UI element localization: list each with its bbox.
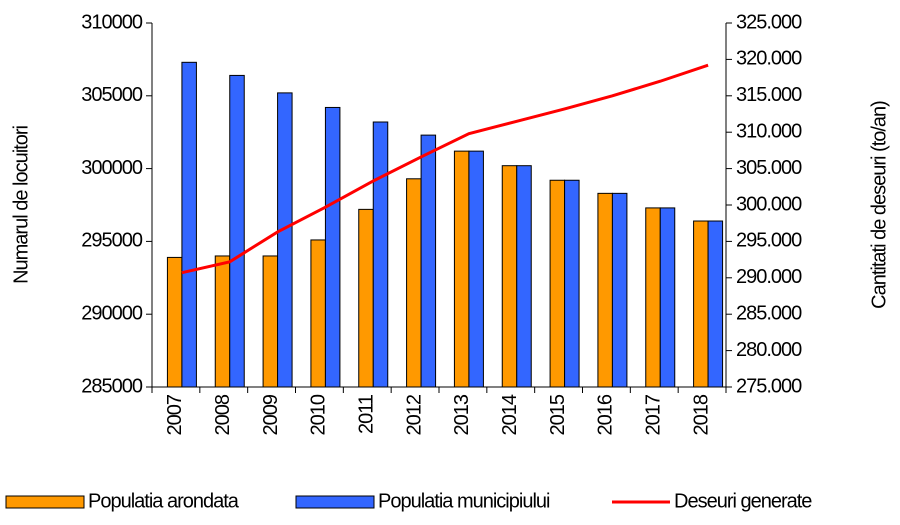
- x-tick-label: 2013: [451, 394, 473, 435]
- y2-tick-label: 325.000: [736, 11, 802, 33]
- bar: [358, 208, 374, 388]
- bar: [707, 220, 724, 388]
- y2-tick-label: 280.000: [736, 339, 802, 361]
- bar: [453, 150, 470, 388]
- x-tick-label: 2018: [690, 394, 712, 435]
- legend-swatch: [5, 495, 85, 509]
- x-tick-label: 2007: [164, 394, 186, 435]
- x-tick-label: 2008: [212, 394, 234, 435]
- line: [181, 63, 709, 275]
- bar: [549, 179, 566, 388]
- y2-tick-label: 300.000: [736, 193, 802, 215]
- bar: [420, 134, 437, 388]
- x-tick-label: 2011: [356, 394, 378, 434]
- x-tick-label: 2010: [308, 394, 330, 435]
- bar: [262, 255, 279, 388]
- bar: [693, 220, 709, 388]
- bar: [310, 239, 326, 388]
- bar: [406, 178, 422, 388]
- y-tick-label: 285000: [81, 375, 143, 397]
- y2-tick-label: 275.000: [736, 375, 802, 397]
- x-tick-label: 2014: [499, 394, 521, 435]
- y2-tick-label: 295.000: [736, 230, 802, 252]
- y-tick-label: 300000: [81, 157, 143, 179]
- bar: [564, 179, 580, 388]
- bar: [645, 207, 661, 388]
- bar: [659, 207, 676, 388]
- bar: [324, 106, 341, 388]
- bar: [516, 165, 532, 388]
- x-tick-label: 2017: [643, 394, 665, 435]
- bar: [501, 165, 518, 388]
- y2-axis-title: Cantitati de deseuri (to/an): [868, 101, 890, 309]
- bar: [597, 192, 613, 388]
- y-axis-title: Numarul de locuitori: [10, 126, 32, 284]
- bar: [166, 256, 183, 388]
- y-tick-label: 295000: [81, 230, 143, 252]
- legend-label: Populatia municipiului: [378, 490, 550, 512]
- y2-tick-label: 310.000: [736, 120, 802, 142]
- bar: [214, 255, 231, 388]
- y-tick-label: 305000: [81, 84, 143, 106]
- bar: [229, 74, 245, 388]
- x-tick-label: 2012: [403, 394, 425, 435]
- bar: [277, 92, 293, 388]
- legend-swatch: [295, 495, 375, 509]
- x-tick-label: 2015: [547, 394, 569, 435]
- y2-tick-label: 285.000: [736, 302, 802, 324]
- bar: [372, 121, 389, 388]
- legend-label: Deseuri generate: [674, 490, 812, 512]
- legend-label: Populatia arondata: [88, 490, 240, 512]
- y-tick-label: 310000: [81, 11, 143, 33]
- bar: [468, 150, 484, 388]
- y2-tick-label: 315.000: [736, 84, 802, 106]
- y2-tick-label: 290.000: [736, 266, 802, 288]
- x-tick-label: 2009: [260, 394, 282, 435]
- x-tick-label: 2016: [595, 394, 617, 435]
- y2-tick-label: 305.000: [736, 157, 802, 179]
- bar: [181, 61, 197, 388]
- y-tick-label: 290000: [81, 302, 143, 324]
- y2-tick-label: 320.000: [736, 48, 802, 70]
- bar: [611, 192, 628, 388]
